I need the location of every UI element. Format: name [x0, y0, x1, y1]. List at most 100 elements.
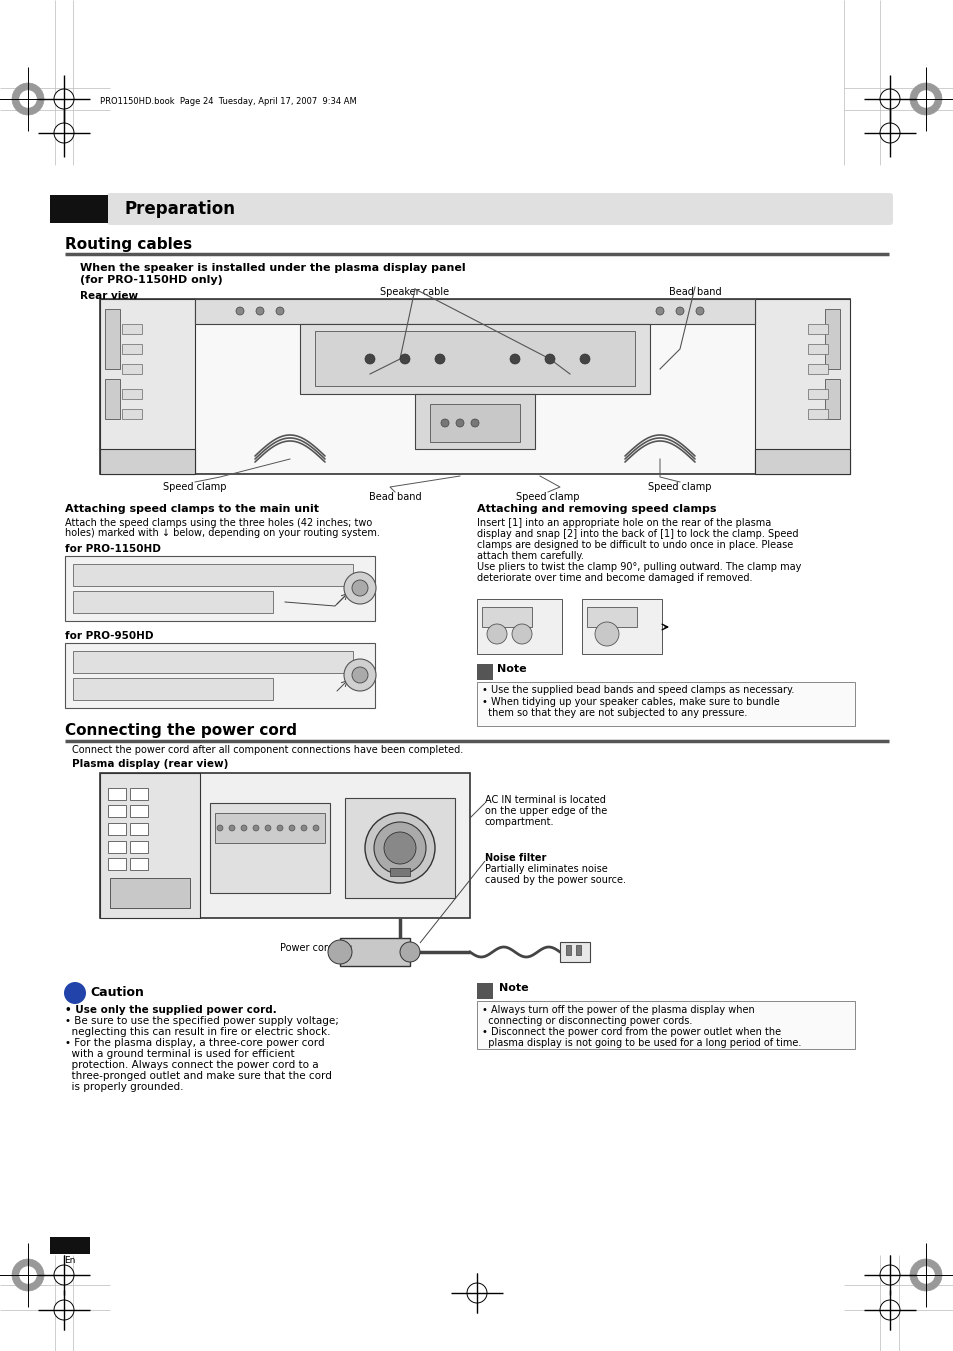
Circle shape — [435, 354, 444, 363]
Bar — [105, 380, 120, 419]
Circle shape — [916, 91, 934, 108]
Text: is properly grounded.: is properly grounded. — [65, 1082, 183, 1092]
Text: 24: 24 — [61, 1239, 79, 1251]
Text: • Be sure to use the specified power supply voltage;: • Be sure to use the specified power sup… — [65, 1016, 338, 1025]
Text: plasma display is not going to be used for a long period of time.: plasma display is not going to be used f… — [481, 1038, 801, 1048]
FancyBboxPatch shape — [107, 193, 892, 226]
Bar — [314, 331, 635, 386]
Text: Attaching and removing speed clamps: Attaching and removing speed clamps — [476, 504, 716, 513]
Circle shape — [344, 571, 375, 604]
Text: • Use the supplied bead bands and speed clamps as necessary.: • Use the supplied bead bands and speed … — [481, 685, 794, 694]
Circle shape — [352, 580, 368, 596]
Circle shape — [456, 419, 463, 427]
Bar — [476, 1001, 854, 1048]
Circle shape — [54, 1300, 74, 1320]
Text: Speed clamp: Speed clamp — [163, 482, 227, 492]
Text: deteriorate over time and become damaged if removed.: deteriorate over time and become damaged… — [476, 573, 752, 584]
Text: PRO1150HD.book  Page 24  Tuesday, April 17, 2007  9:34 AM: PRO1150HD.book Page 24 Tuesday, April 17… — [100, 97, 356, 107]
Bar — [0, 0, 110, 165]
Circle shape — [344, 659, 375, 690]
Text: Bead band: Bead band — [668, 286, 720, 297]
Circle shape — [12, 82, 44, 115]
Text: • For the plasma display, a three-core power cord: • For the plasma display, a three-core p… — [65, 1038, 324, 1048]
Text: Note: Note — [498, 984, 528, 993]
Circle shape — [909, 82, 941, 115]
Bar — [807, 389, 827, 399]
Bar — [100, 773, 200, 917]
Bar — [339, 938, 410, 966]
Bar — [73, 678, 273, 700]
Bar — [390, 867, 410, 875]
Circle shape — [879, 1300, 899, 1320]
Circle shape — [384, 832, 416, 865]
Text: When the speaker is installed under the plasma display panel: When the speaker is installed under the … — [80, 263, 465, 273]
Text: with a ground terminal is used for efficient: with a ground terminal is used for effic… — [65, 1048, 294, 1059]
Bar — [576, 944, 580, 955]
Bar — [130, 805, 148, 817]
Bar — [130, 788, 148, 800]
Circle shape — [54, 123, 74, 143]
Bar — [122, 324, 142, 334]
Bar — [824, 380, 840, 419]
Circle shape — [399, 354, 410, 363]
Bar — [105, 309, 120, 369]
Circle shape — [64, 982, 86, 1004]
Text: Partially eliminates noise: Partially eliminates noise — [484, 865, 607, 874]
Bar — [65, 643, 375, 708]
Bar — [108, 842, 126, 852]
Circle shape — [328, 940, 352, 965]
Bar — [110, 878, 190, 908]
Text: neglecting this can result in fire or electric shock.: neglecting this can result in fire or el… — [65, 1027, 330, 1038]
Circle shape — [365, 813, 435, 884]
Circle shape — [289, 825, 294, 831]
Bar — [122, 345, 142, 354]
Bar — [430, 404, 519, 442]
Text: N: N — [480, 986, 489, 996]
Bar — [65, 557, 375, 621]
Bar — [100, 299, 849, 474]
Text: Insert [1] into an appropriate hole on the rear of the plasma: Insert [1] into an appropriate hole on t… — [476, 517, 770, 528]
Circle shape — [54, 89, 74, 109]
Text: attach them carefully.: attach them carefully. — [476, 551, 583, 561]
Bar — [100, 449, 194, 474]
Bar — [299, 324, 649, 394]
Bar — [345, 798, 455, 898]
Text: for PRO-950HD: for PRO-950HD — [65, 631, 153, 640]
Text: Connecting the power cord: Connecting the power cord — [65, 723, 296, 738]
Bar — [807, 324, 827, 334]
Bar — [807, 409, 827, 419]
Circle shape — [916, 1266, 934, 1283]
Bar — [108, 858, 126, 870]
Text: (for PRO-1150HD only): (for PRO-1150HD only) — [80, 276, 222, 285]
Text: [2]: [2] — [516, 611, 527, 620]
Bar — [108, 805, 126, 817]
Circle shape — [544, 354, 555, 363]
Circle shape — [216, 825, 223, 831]
Text: Plasma display (rear view): Plasma display (rear view) — [71, 759, 228, 769]
Bar — [559, 942, 589, 962]
Bar — [130, 823, 148, 835]
Text: protection. Always connect the power cord to a: protection. Always connect the power cor… — [65, 1061, 318, 1070]
Bar — [100, 773, 470, 917]
Text: holes) marked with ↓ below, depending on your routing system.: holes) marked with ↓ below, depending on… — [65, 528, 379, 538]
Circle shape — [265, 825, 271, 831]
Text: Power cord: Power cord — [280, 943, 334, 952]
Text: caused by the power source.: caused by the power source. — [484, 875, 625, 885]
Text: display and snap [2] into the back of [1] to lock the clamp. Speed: display and snap [2] into the back of [1… — [476, 530, 798, 539]
Bar — [73, 563, 353, 586]
Bar — [73, 590, 273, 613]
Text: AC IN terminal is located: AC IN terminal is located — [484, 794, 605, 805]
Text: Rear view: Rear view — [80, 290, 138, 301]
Circle shape — [440, 419, 449, 427]
Bar — [100, 299, 194, 474]
Bar — [754, 449, 849, 474]
Text: N: N — [480, 667, 489, 677]
Circle shape — [471, 419, 478, 427]
Bar — [214, 813, 325, 843]
Bar — [210, 802, 330, 893]
Circle shape — [486, 624, 506, 644]
Text: En: En — [64, 1256, 75, 1265]
Bar — [476, 598, 561, 654]
Text: compartment.: compartment. — [484, 817, 554, 827]
Circle shape — [374, 821, 426, 874]
